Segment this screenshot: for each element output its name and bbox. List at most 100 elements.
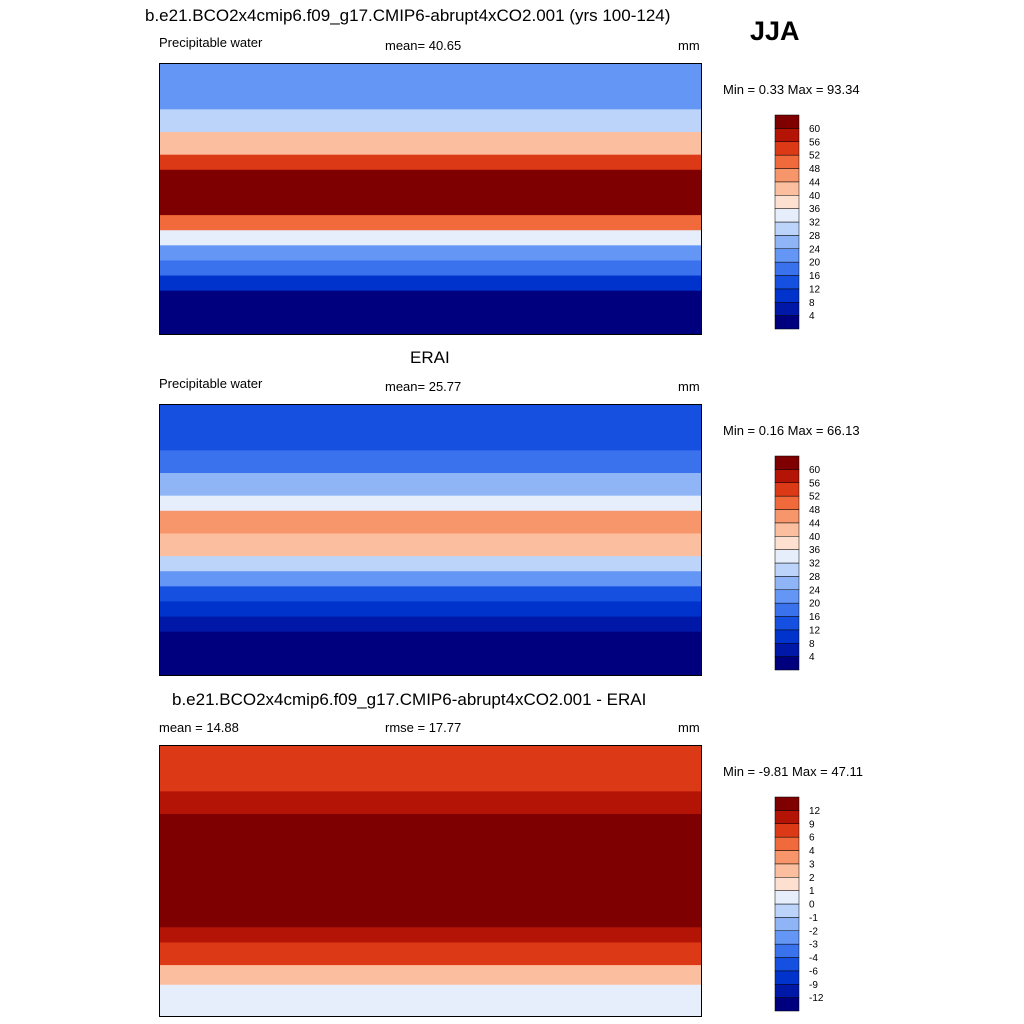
panel1-units-label: mm [678,38,700,53]
season-label: JJA [750,16,800,46]
colorbar-tick-label: 52 [809,151,821,162]
colorbar-tick-label: 44 [809,177,821,188]
field-band [160,601,701,618]
field-band [160,109,701,133]
colorbar-swatch [774,997,800,1012]
field-band [160,927,701,944]
colorbar-tick-label: 44 [809,518,821,529]
field-band [160,631,701,675]
panel2-variable-label: Precipitable water [159,376,263,391]
panel1-map [159,63,702,335]
colorbar-swatch [774,522,800,537]
colorbar-tick-label: 16 [809,612,821,623]
colorbar-tick-label: 36 [809,204,821,215]
colorbar-swatch [774,181,800,196]
colorbar-swatch [774,141,800,156]
panel1-mean-label: mean= 40.65 [385,38,462,53]
field-band [160,746,701,792]
panel2-title: ERAI [410,348,450,367]
colorbar-swatch [774,168,800,183]
colorbar-tick-label: 3 [809,859,815,870]
colorbar-tick-label: 36 [809,545,821,556]
colorbar-swatch [774,248,800,263]
colorbar-swatch [774,823,800,838]
colorbar-swatch [774,810,800,825]
colorbar-swatch [774,643,800,657]
colorbar-tick-label: 32 [809,218,821,229]
colorbar-tick-label: 16 [809,271,821,282]
colorbar-swatch [774,836,800,851]
field-band [160,495,701,512]
field-band [160,405,701,451]
field-band [160,260,701,277]
colorbar-swatch [774,482,800,497]
colorbar-swatch [774,208,800,223]
panel2-map-svg [160,405,701,675]
field-band [160,450,701,474]
field-band [160,215,701,231]
colorbar-tick-label: 48 [809,505,821,516]
colorbar-swatch [774,970,800,985]
colorbar-swatch [774,602,800,617]
colorbar-tick-label: 2 [809,873,815,884]
colorbar-tick-label: 0 [809,900,815,911]
field-band [160,616,701,633]
colorbar-tick-label: 6 [809,833,815,844]
colorbar-swatch [774,890,800,905]
colorbar-tick-label: 24 [809,585,821,596]
colorbar-tick-label: 60 [809,465,821,476]
panel3-mean-label: mean = 14.88 [159,720,239,735]
field-band [160,984,701,1016]
field-band [160,154,701,171]
colorbar-swatch [774,629,800,644]
colorbar-swatch [774,984,800,998]
field-band [160,814,701,928]
colorbar-swatch [774,930,800,945]
colorbar-swatch [774,943,800,958]
colorbar-tick-label: 20 [809,599,821,610]
colorbar-swatch [774,221,800,236]
panel2-units-label: mm [678,379,700,394]
field-band [160,230,701,246]
colorbar-swatch [774,455,800,470]
panel1-variable-label: Precipitable water [159,35,263,50]
colorbar-tick-label: 52 [809,492,821,503]
colorbar-swatch [774,495,800,510]
field-band [160,473,701,497]
colorbar-swatch [774,850,800,865]
field-band [160,510,701,535]
field-band [160,132,701,156]
colorbar-tick-label: -4 [809,953,818,964]
colorbar-tick-label: 8 [809,639,815,650]
panel3-rmse-label: rmse = 17.77 [385,720,462,735]
colorbar-swatch [774,549,800,564]
panel3-minmax-label: Min = -9.81 Max = 47.11 [723,764,863,779]
field-band [160,169,701,216]
colorbar-tick-label: 32 [809,559,821,570]
colorbar-tick-label: 12 [809,806,821,817]
colorbar-swatch [774,917,800,932]
field-band [160,533,701,557]
colorbar-swatch [774,261,800,276]
colorbar-swatch [774,957,800,972]
colorbar-tick-label: -1 [809,913,818,924]
field-band [160,556,701,572]
colorbar-tick-label: 8 [809,298,815,309]
colorbar-tick-label: 56 [809,137,821,148]
colorbar-tick-label: 4 [809,846,815,857]
colorbar-swatch [774,288,800,303]
panel3-map [159,745,702,1017]
field-band [160,571,701,587]
colorbar-tick-label: 12 [809,284,821,295]
colorbar-swatch [774,536,800,550]
colorbar-swatch [774,562,800,577]
colorbar-swatch [774,616,800,631]
colorbar-tick-label: -12 [809,993,824,1004]
field-band [160,586,701,603]
colorbar-swatch [774,796,800,811]
colorbar-tick-label: 24 [809,244,821,255]
field-band [160,64,701,110]
